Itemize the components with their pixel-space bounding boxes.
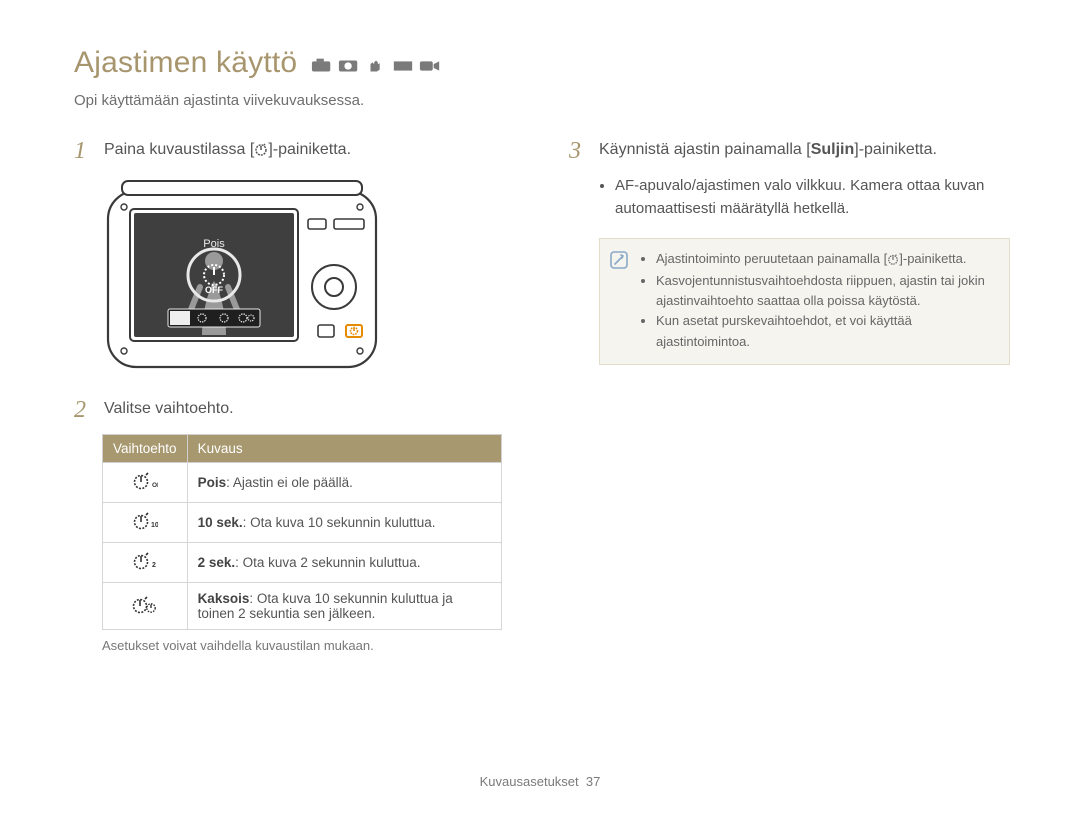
option-double-desc: Kaksois: Ota kuva 10 sekunnin kuluttua j… <box>187 583 501 630</box>
table-row: 10 10 sek.: Ota kuva 10 sekunnin kuluttu… <box>103 503 502 543</box>
step-2-text: Valitse vaihtoehto. <box>104 398 234 422</box>
svg-text:2: 2 <box>152 562 156 569</box>
table-row: 2 2 sek.: Ota kuva 2 sekunnin kuluttua. <box>103 543 502 583</box>
timer-icon <box>254 141 268 163</box>
page-title: Ajastimen käyttö <box>74 46 297 80</box>
option-10s-desc: 10 sek.: Ota kuva 10 sekunnin kuluttua. <box>187 503 501 543</box>
left-column: 1 Paina kuvaustilassa [ ]-painiketta. <box>74 139 515 653</box>
page-footer: Kuvausasetukset 37 <box>0 774 1080 789</box>
option-double-icon <box>103 583 188 630</box>
table-footnote: Asetukset voivat vaihdella kuvaustilan m… <box>102 638 515 653</box>
scene-icon <box>392 58 414 74</box>
shutter-bold: Suljin <box>811 141 855 158</box>
option-off-icon: OFF <box>103 463 188 503</box>
table-row: OFF Pois: Ajastin ei ole päällä. <box>103 463 502 503</box>
timer-icon <box>887 251 899 271</box>
step-1-text: Paina kuvaustilassa [ ]-painiketta. <box>104 139 351 163</box>
step-1-pre: Paina kuvaustilassa [ <box>104 141 254 158</box>
option-off-desc: Pois: Ajastin ei ole päällä. <box>187 463 501 503</box>
option-2s-desc: 2 sek.: Ota kuva 2 sekunnin kuluttua. <box>187 543 501 583</box>
bullet-item: AF-apuvalo/ajastimen valo vilkkuu. Kamer… <box>615 175 1010 220</box>
table-row: Kaksois: Ota kuva 10 sekunnin kuluttua j… <box>103 583 502 630</box>
smart-icon <box>311 58 333 74</box>
step-3: 3 Käynnistä ajastin painamalla [Suljin]-… <box>569 139 1010 163</box>
page-subtitle: Opi käyttämään ajastinta viivekuvauksess… <box>74 92 1010 109</box>
option-10s-icon: 10 <box>103 503 188 543</box>
step-number: 2 <box>74 398 92 422</box>
hand-icon <box>365 58 387 74</box>
note-item: Ajastintoiminto peruutetaan painamalla [… <box>656 249 995 271</box>
step-1-post: ]-painiketta. <box>268 141 351 158</box>
table-header-desc: Kuvaus <box>187 435 501 463</box>
step-1: 1 Paina kuvaustilassa [ ]-painiketta. <box>74 139 515 163</box>
note-item: Kun asetat purskevaihtoehdot, et voi käy… <box>656 311 995 351</box>
step-3-bullets: AF-apuvalo/ajastimen valo vilkkuu. Kamer… <box>599 175 1010 220</box>
option-2s-icon: 2 <box>103 543 188 583</box>
svg-text:10: 10 <box>151 522 158 529</box>
footer-section: Kuvausasetukset <box>480 774 579 789</box>
off-label: OFF <box>205 285 223 295</box>
right-column: 3 Käynnistä ajastin painamalla [Suljin]-… <box>569 139 1010 653</box>
step-2: 2 Valitse vaihtoehto. <box>74 398 515 422</box>
note-item: Kasvojentunnistusvaihtoehdosta riippuen,… <box>656 271 995 311</box>
step-number: 3 <box>569 139 587 163</box>
step-number: 1 <box>74 139 92 163</box>
mode-icons-group <box>311 58 441 74</box>
options-table: Vaihtoehto Kuvaus OFF Pois: Ajastin ei o… <box>102 434 502 630</box>
svg-text:OFF: OFF <box>152 482 158 489</box>
step-3-text: Käynnistä ajastin painamalla [Suljin]-pa… <box>599 139 937 163</box>
note-icon <box>610 251 628 269</box>
table-header-option: Vaihtoehto <box>103 435 188 463</box>
camera-illustration: Pois OFF <box>102 175 515 380</box>
video-icon <box>419 58 441 74</box>
footer-page: 37 <box>586 774 600 789</box>
note-box: Ajastintoiminto peruutetaan painamalla [… <box>599 238 1010 365</box>
p-mode-icon <box>338 58 360 74</box>
